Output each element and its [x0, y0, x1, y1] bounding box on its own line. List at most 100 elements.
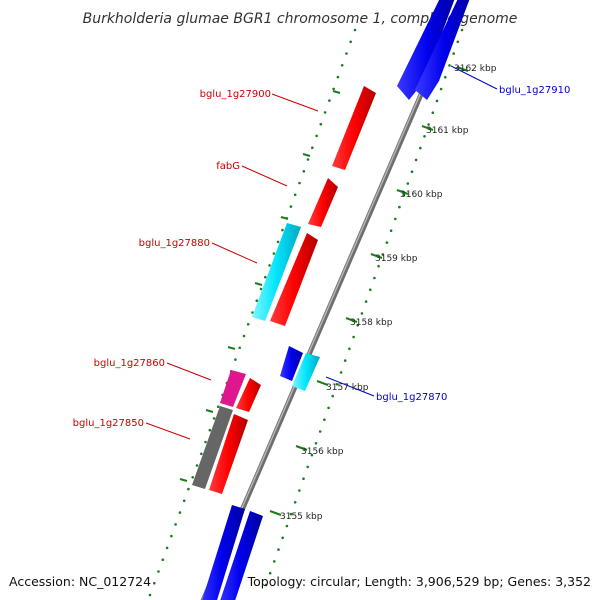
feature-grey-bglu_1g27850[interactable] [192, 406, 233, 489]
tick-dot [427, 123, 430, 126]
ruler-label: 3162 kbp [454, 64, 497, 74]
minor-ticks-left [179, 90, 341, 482]
gene-arrow-blue[interactable] [199, 505, 245, 600]
tick-dot [373, 276, 376, 280]
tick-dot [268, 264, 271, 267]
tick-dot [319, 122, 323, 126]
tick-dot [336, 75, 340, 79]
tick-dot [277, 548, 280, 551]
tick-dot [439, 87, 443, 91]
label-bglu_1g27860[interactable]: bglu_1g27860 [94, 358, 165, 369]
tick-dot [349, 40, 353, 44]
tick-dot [276, 240, 280, 244]
tick-dot [402, 194, 405, 197]
gene-pair-bottom[interactable] [199, 505, 263, 600]
gene-arrow-blue[interactable] [397, 0, 458, 100]
tick-dot [352, 335, 355, 339]
tick-dot [161, 558, 165, 561]
tick-dot [381, 253, 385, 256]
ruler-label: 3158 kbp [350, 318, 393, 328]
label-bglu_1g27880[interactable]: bglu_1g27880 [139, 238, 210, 249]
tick-dot [273, 560, 276, 563]
gene-red-near-bglu_1g27860[interactable] [236, 378, 261, 412]
tick-dot [191, 476, 194, 479]
tick-dot [318, 430, 322, 433]
tick-dot [364, 300, 368, 303]
tick-dot [212, 417, 216, 420]
tick-dot [302, 477, 305, 481]
tick-dot [423, 135, 426, 138]
gene-blue-near-3157[interactable] [280, 346, 303, 381]
tick-dot [323, 111, 327, 114]
gene-fabG[interactable] [308, 178, 338, 227]
tick-dot [456, 40, 460, 44]
map-title: Burkholderia glumae BGR1 chromosome 1, c… [83, 11, 518, 27]
tick-dot [328, 99, 331, 102]
label-bglu_1g27900[interactable]: bglu_1g27900 [200, 89, 271, 100]
label-bglu_1g27910[interactable]: bglu_1g27910 [499, 85, 570, 96]
tick-dot [170, 534, 173, 538]
tick-dot [174, 523, 177, 526]
gene-bglu_1g27900[interactable] [332, 86, 376, 170]
gene-bglu_1g27880[interactable] [270, 233, 318, 326]
tick-dot [406, 182, 410, 185]
tick-dot [431, 111, 435, 114]
tick-dot [293, 193, 297, 197]
tick-dot [339, 371, 343, 374]
tick-dot [238, 346, 241, 350]
tick-dot [204, 440, 207, 444]
tick-dot [414, 158, 418, 162]
tick-dot [268, 571, 272, 575]
label-fabG[interactable]: fabG [216, 161, 240, 172]
label-bglu_1g27870[interactable]: bglu_1g27870 [376, 392, 447, 403]
tick-dot [264, 583, 268, 587]
label-bglu_1g27850[interactable]: bglu_1g27850 [73, 418, 144, 429]
tick-dot [345, 52, 348, 55]
tick-dot [285, 524, 289, 528]
tick-dot [264, 275, 267, 279]
tick-dot [208, 428, 212, 432]
tick-dot [148, 593, 152, 597]
ruler-label: 3159 kbp [375, 254, 418, 264]
tick-dot [255, 299, 259, 303]
tick-dot [187, 487, 190, 491]
gene-arrow-blue[interactable] [217, 511, 263, 600]
tick-dot [314, 442, 318, 445]
outer-tick-track [264, 28, 464, 587]
tick-dot [306, 465, 310, 469]
ruler-label: 3157 kbp [326, 383, 369, 393]
feature-cyan-bglu_1g27880[interactable] [252, 223, 301, 321]
feature-cyan-bglu_1g27870[interactable] [292, 353, 320, 391]
ruler-label: 3156 kbp [301, 447, 344, 457]
gene-arrow-blue[interactable] [415, 0, 473, 100]
tick-dot [251, 311, 254, 314]
tick-dot [311, 146, 314, 149]
tick-dot [310, 453, 314, 457]
tick-dot [332, 87, 335, 91]
tick-dot [410, 170, 414, 173]
tick-dot [394, 217, 397, 221]
ruler-ticks [269, 66, 469, 516]
ruler-label: 3161 kbp [426, 126, 469, 136]
tick-dot [165, 546, 169, 550]
tick-dot [369, 288, 372, 292]
tick-dot [356, 323, 360, 327]
gene-bglu_1g27850[interactable] [209, 414, 248, 494]
tick-dot [242, 334, 246, 338]
tick-dot [306, 158, 310, 161]
tick-dot [460, 28, 464, 32]
tick-dot [234, 358, 237, 361]
tick-dot [259, 287, 263, 291]
feature-magenta-bglu_1g27860[interactable] [220, 370, 246, 407]
tick-dot [302, 170, 306, 173]
tick-dot [435, 99, 439, 103]
topology-text: Topology: circular; Length: 3,906,529 bp… [247, 574, 591, 589]
tick-dot [289, 205, 293, 208]
tick-dot [331, 394, 335, 398]
gene-bglu_1g27910[interactable] [397, 0, 473, 100]
tick-dot [289, 512, 293, 516]
tick-dot [377, 264, 380, 268]
ruler-label: 3160 kbp [400, 190, 443, 200]
